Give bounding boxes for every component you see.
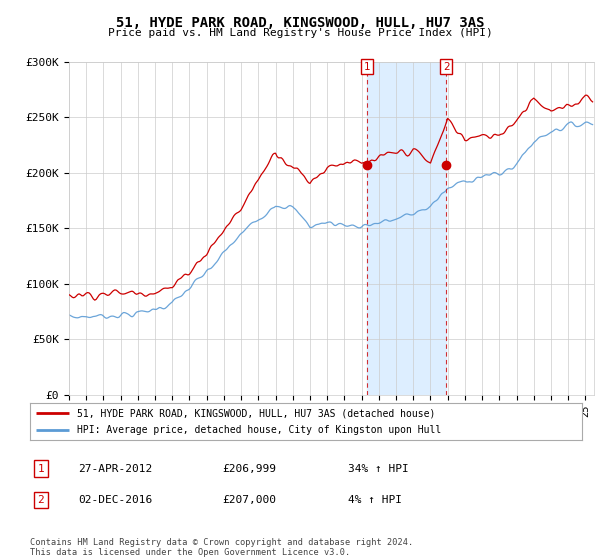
Text: 27-APR-2012: 27-APR-2012 [78, 464, 152, 474]
Text: 51, HYDE PARK ROAD, KINGSWOOD, HULL, HU7 3AS: 51, HYDE PARK ROAD, KINGSWOOD, HULL, HU7… [116, 16, 484, 30]
Bar [367, 62, 446, 395]
Text: Price paid vs. HM Land Registry's House Price Index (HPI): Price paid vs. HM Land Registry's House … [107, 28, 493, 38]
Text: 02-DEC-2016: 02-DEC-2016 [78, 495, 152, 505]
Text: 2: 2 [37, 495, 44, 505]
Text: 2: 2 [443, 62, 449, 72]
Text: HPI: Average price, detached house, City of Kingston upon Hull: HPI: Average price, detached house, City… [77, 425, 441, 435]
Text: 34% ↑ HPI: 34% ↑ HPI [348, 464, 409, 474]
Text: 51, HYDE PARK ROAD, KINGSWOOD, HULL, HU7 3AS (detached house): 51, HYDE PARK ROAD, KINGSWOOD, HULL, HU7… [77, 408, 435, 418]
Text: Contains HM Land Registry data © Crown copyright and database right 2024.
This d: Contains HM Land Registry data © Crown c… [30, 538, 413, 557]
Text: 1: 1 [364, 62, 370, 72]
Text: £207,000: £207,000 [222, 495, 276, 505]
Text: £206,999: £206,999 [222, 464, 276, 474]
Text: 4% ↑ HPI: 4% ↑ HPI [348, 495, 402, 505]
Text: 1: 1 [37, 464, 44, 474]
